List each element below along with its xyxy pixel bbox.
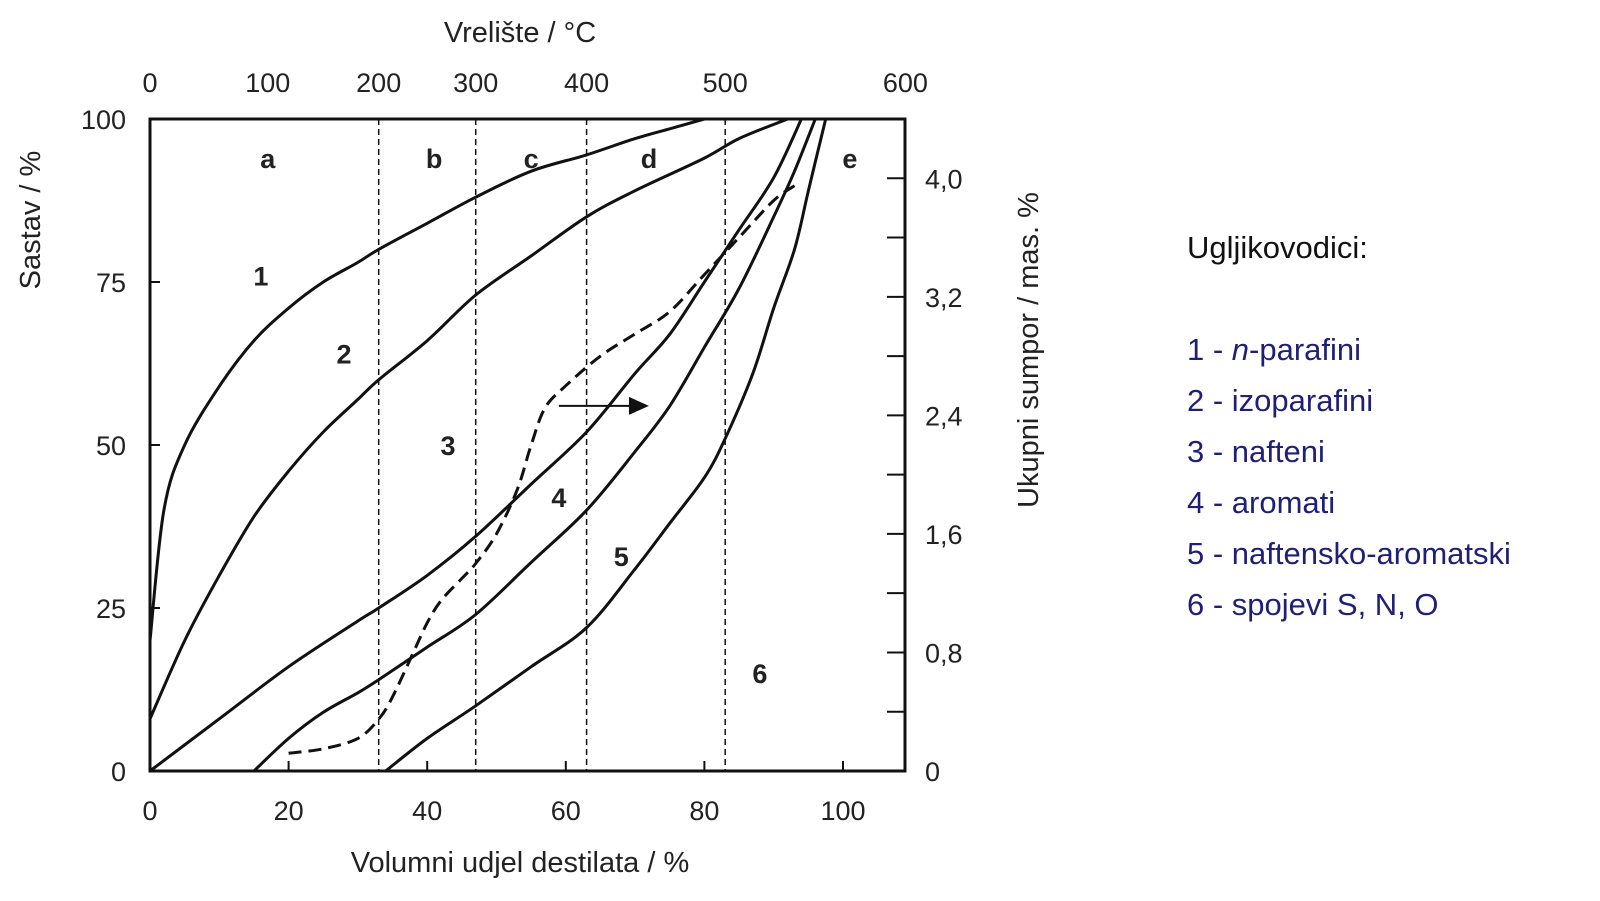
region-label-e: e	[842, 144, 857, 174]
arrow-head	[628, 396, 649, 415]
legend: Ugljikovodici: 1 - n-parafini 2 - izopara…	[1187, 222, 1511, 630]
plot-frame	[148, 117, 907, 773]
top-axis-title: Vrelište / °C	[444, 17, 596, 49]
legend-item-number: 2 -	[1187, 383, 1232, 418]
legend-item-number: 3 -	[1187, 434, 1232, 469]
y-tick-label-2: 50	[96, 431, 126, 461]
x-tick-label-2: 40	[412, 796, 442, 826]
region-label-c: c	[524, 144, 539, 174]
y-tick-label-0: 0	[111, 757, 126, 787]
y-tick-label-4: 100	[81, 105, 126, 135]
top-tick-label-4: 400	[564, 68, 609, 98]
axis-ticks	[149, 118, 905, 772]
x-tick-label-1: 20	[274, 796, 304, 826]
composition-curve-5	[384, 117, 828, 773]
x-axis-title: Volumni udjel destilata / %	[351, 847, 690, 879]
right-tick-label-2: 1,6	[925, 520, 963, 550]
top-tick-label-0: 0	[142, 68, 157, 98]
region-label-a: a	[260, 144, 276, 174]
sulfur-curve	[288, 184, 796, 755]
top-tick-label-6: 600	[883, 68, 928, 98]
y-tick-label-3: 75	[96, 268, 126, 298]
curve-number-label-3: 3	[440, 431, 455, 461]
composition-curve-2	[148, 117, 790, 721]
sulfur-curve-group	[288, 184, 796, 755]
x-tick-label-3: 60	[551, 796, 581, 826]
top-tick-label-3: 300	[453, 68, 498, 98]
region-label-b: b	[426, 144, 443, 174]
fraction-dividers	[377, 119, 726, 771]
legend-item-3: 3 - nafteni	[1187, 426, 1511, 477]
composition-curve-1	[148, 117, 706, 643]
legend-item-6: 6 - spojevi S, N, O	[1187, 579, 1511, 630]
x-tick-label-0: 0	[142, 796, 157, 826]
region-label-d: d	[641, 144, 658, 174]
legend-title: Ugljikovodici:	[1187, 230, 1368, 265]
right-tick-label-3: 2,4	[925, 401, 963, 431]
legend-item-number: 1 -	[1187, 332, 1232, 367]
legend-item-text: spojevi S, N, O	[1231, 587, 1439, 622]
legend-item-number: 6 -	[1187, 587, 1232, 622]
y-tick-label-1: 25	[96, 594, 126, 624]
composition-curve-3	[148, 117, 803, 773]
composition-curves	[148, 117, 828, 773]
right-axis-title: Ukupni sumpor / mas. %	[1013, 192, 1045, 508]
right-tick-label-5: 4,0	[925, 164, 963, 194]
curve-number-label-6: 6	[752, 659, 767, 689]
right-tick-label-4: 3,2	[925, 283, 963, 313]
legend-item-text: -parafini	[1249, 332, 1362, 367]
top-tick-label-1: 100	[245, 68, 290, 98]
curve-number-label-4: 4	[551, 483, 566, 513]
top-tick-label-5: 500	[703, 68, 748, 98]
legend-item-4: 4 - aromati	[1187, 477, 1511, 528]
x-tick-label-4: 80	[689, 796, 719, 826]
curve-number-label-1: 1	[253, 261, 268, 291]
plot-border	[148, 117, 907, 773]
curve-number-label-2: 2	[337, 340, 352, 370]
legend-item-1: 1 - n-parafini	[1187, 324, 1511, 375]
legend-item-number: 5 -	[1187, 536, 1232, 571]
chart-annotations: a b c d e 1 2 3 4 5 6	[253, 144, 857, 689]
right-tick-label-1: 0,8	[925, 638, 963, 668]
legend-item-text: izoparafini	[1231, 383, 1374, 418]
legend-items: 1 - n-parafini 2 - izoparafini 3 - nafteni…	[1187, 324, 1511, 630]
legend-item-2: 2 - izoparafini	[1187, 375, 1511, 426]
curve-number-label-5: 5	[614, 542, 629, 572]
legend-item-text: naftensko-aromatski	[1231, 536, 1511, 571]
legend-item-text: aromati	[1231, 485, 1336, 520]
x-tick-label-5: 100	[820, 796, 865, 826]
right-tick-label-0: 0	[925, 757, 940, 787]
legend-item-number: 4 -	[1187, 485, 1232, 520]
legend-item-italic: n	[1231, 332, 1250, 367]
y-axis-title: Sastav / %	[15, 151, 47, 290]
composition-curve-4	[252, 117, 817, 773]
legend-item-text: nafteni	[1231, 434, 1325, 469]
legend-item-5: 5 - naftensko-aromatski	[1187, 528, 1511, 579]
top-tick-label-2: 200	[356, 68, 401, 98]
